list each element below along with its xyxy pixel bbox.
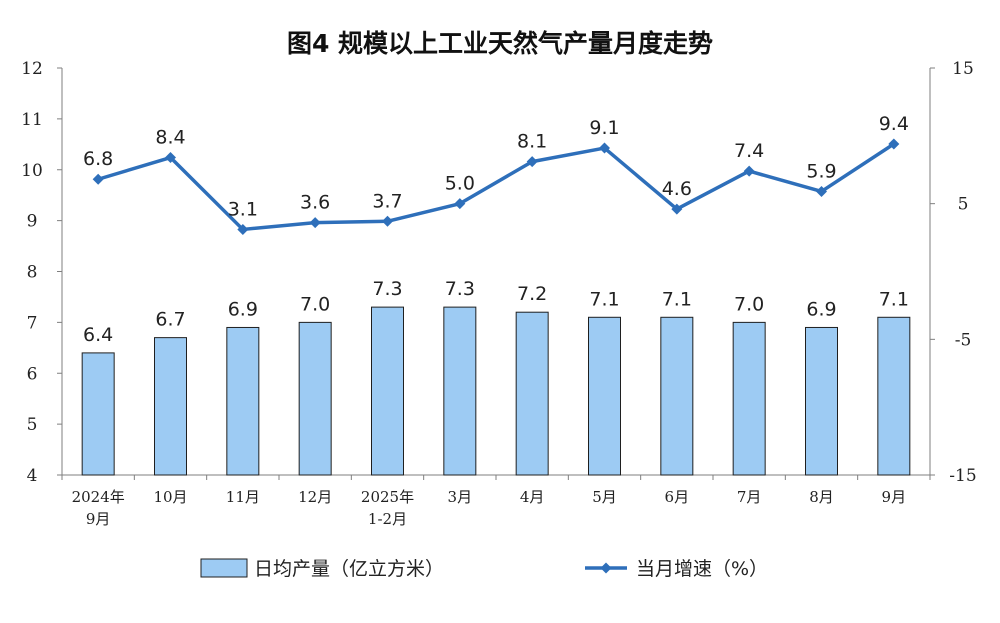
growth-rate-value-label: 3.7: [372, 190, 402, 212]
x-tick-label: 2024年: [72, 488, 125, 506]
left-y-tick-label: 8: [27, 263, 38, 283]
x-tick-label: 5月: [592, 488, 617, 506]
bar-value-label: 6.9: [806, 298, 836, 320]
growth-rate-point-9: [671, 203, 683, 215]
growth-rate-point-11: [816, 185, 827, 197]
bar-3: [226, 326, 260, 476]
growth-rate-point-5: [382, 215, 393, 227]
chart-title: 图4 规模以上工业天然气产量月度走势: [287, 29, 713, 58]
left-y-tick-label: 11: [21, 110, 43, 130]
growth-rate-value-label: 9.4: [879, 113, 909, 135]
growth-rate-point-10: [743, 165, 755, 177]
growth-rate-value-label: 3.1: [228, 198, 258, 220]
left-y-tick-label: 10: [21, 161, 43, 181]
bar-2: [154, 337, 187, 476]
x-tick-label: 11月: [226, 488, 260, 506]
x-tick-label: 12月: [298, 488, 332, 506]
bar-1: [81, 352, 115, 476]
legend-line-marker: [600, 562, 612, 574]
left-y-tick-label: 4: [27, 466, 38, 486]
bar-4: [298, 321, 332, 476]
left-y-tick-label: 12: [21, 59, 43, 79]
bar-12: [877, 316, 911, 476]
left-y-tick-label: 9: [27, 212, 38, 232]
bar-value-label: 7.0: [300, 293, 330, 315]
growth-rate-value-label: 9.1: [589, 117, 619, 139]
bar-9: [660, 316, 694, 476]
growth-rate-value-label: 7.4: [734, 140, 764, 162]
legend-bar-swatch: [200, 558, 248, 578]
bar-10: [732, 321, 766, 476]
growth-rate-value-label: 6.8: [83, 148, 113, 170]
bar-6: [443, 306, 477, 476]
left-y-tick-label: 5: [27, 415, 38, 435]
bar-7: [515, 311, 549, 476]
growth-rate-value-label: 5.9: [806, 160, 836, 182]
bar-11: [805, 326, 838, 476]
x-tick-label: 8月: [809, 488, 834, 506]
growth-rate-point-12: [888, 138, 900, 150]
x-tick-label: 6月: [665, 488, 690, 506]
bar-value-label: 6.7: [155, 309, 185, 331]
growth-rate-value-label: 8.1: [517, 131, 547, 153]
growth-rate-value-label: 3.6: [300, 192, 330, 214]
bar-value-label: 6.9: [228, 298, 258, 320]
growth-rate-value-label: 8.4: [155, 127, 185, 149]
right-y-tick-label: 5: [958, 195, 969, 215]
bar-value-label: 7.1: [879, 288, 909, 310]
x-tick-label: 7月: [737, 488, 762, 506]
x-tick-label: 9月: [86, 510, 111, 528]
x-tick-label: 2025年: [361, 488, 414, 506]
bar-value-label: 7.1: [662, 288, 692, 310]
left-y-tick-label: 7: [27, 313, 38, 333]
bar-value-label: 7.3: [372, 278, 402, 300]
growth-rate-line: [97, 142, 895, 232]
right-y-tick-label: -15: [949, 466, 976, 486]
growth-rate-point-6: [454, 198, 466, 210]
growth-rate-point-1: [92, 173, 104, 185]
growth-rate-point-7: [526, 156, 538, 168]
x-tick-label: 3月: [448, 488, 473, 506]
right-y-tick-label: -5: [955, 330, 972, 350]
bar-value-label: 6.4: [83, 324, 113, 346]
growth-rate-point-4: [309, 217, 321, 229]
bar-5: [371, 306, 404, 476]
growth-rate-point-8: [599, 142, 610, 154]
bar-value-label: 7.0: [734, 293, 764, 315]
right-y-tick-label: 15: [952, 59, 974, 79]
legend-line-label: 当月增速（%）: [636, 558, 768, 580]
growth-rate-value-label: 5.0: [445, 173, 475, 195]
x-tick-label: 10月: [153, 488, 187, 506]
bar-value-label: 7.1: [589, 288, 619, 310]
bar-8: [588, 316, 621, 476]
x-tick-label: 4月: [520, 488, 545, 506]
growth-rate-point-3: [237, 223, 249, 235]
x-tick-label: 9月: [882, 488, 907, 506]
growth-rate-value-label: 4.6: [662, 178, 692, 200]
x-tick-label: 1-2月: [368, 510, 407, 528]
bar-value-label: 7.2: [517, 283, 547, 305]
legend-bar-label: 日均产量（亿立方米）: [254, 558, 444, 580]
growth-rate-point-2: [165, 152, 176, 164]
bar-value-label: 7.3: [445, 278, 475, 300]
left-y-tick-label: 6: [27, 364, 38, 384]
